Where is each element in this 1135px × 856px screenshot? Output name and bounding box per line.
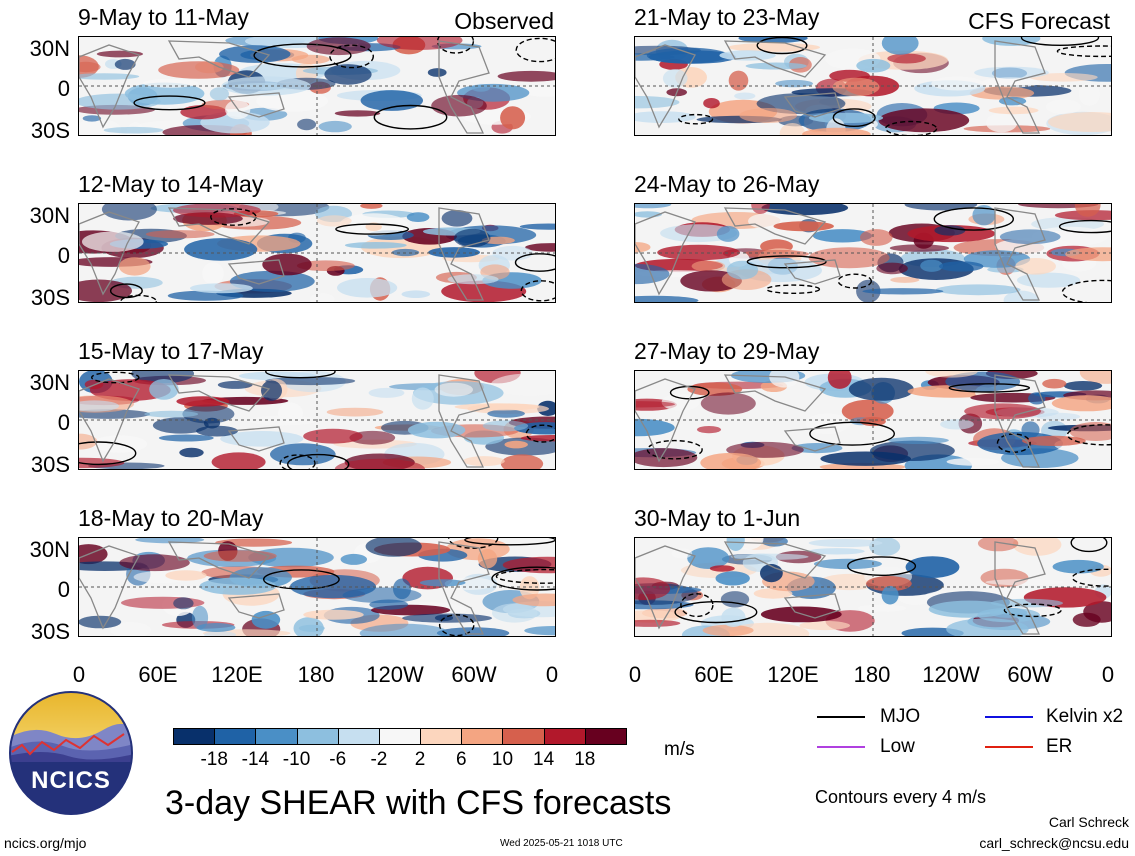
lat-label-30n: 30N [29,370,70,395]
lon-label: 120W [922,662,980,687]
lon-label: 180 [297,662,335,687]
colorbar [173,728,627,745]
panel-title-3: 15-May to 17-May [78,338,264,364]
author-email[interactable]: carl_schreck@ncsu.edu [979,835,1129,851]
colorbar-swatch [337,728,380,745]
lat-label-eq: 0 [57,243,70,268]
panel-title-8: 30-May to 1-Jun [634,505,801,531]
lon-label: 60E [138,662,178,687]
legend-label-mjo: MJO [880,706,921,727]
lon-label: 60W [1007,662,1053,687]
colorbar-swatch [173,728,216,745]
logo-text: NCICS [31,767,111,794]
observed-label: Observed [454,8,554,34]
panel-title-7: 27-May to 29-May [634,338,820,364]
colorbar-tick-label: -2 [370,749,388,770]
lon-label: 120E [767,662,819,687]
legend-line-mjo [817,716,865,718]
colorbar-tick-label: 2 [414,749,426,770]
colorbar-swatch [543,728,586,745]
lon-label: 0 [545,662,559,687]
colorbar-tick-label: 14 [533,749,555,770]
timestamp: Wed 2025-05-21 1018 UTC [500,838,623,849]
shear-map-panel [634,203,1112,303]
lon-label: 180 [853,662,891,687]
page-title: 3-day SHEAR with CFS forecasts [165,784,672,822]
contours-note: Contours every 4 m/s [815,787,987,807]
colorbar-swatch [420,728,463,745]
colorbar-swatch [502,728,545,745]
colorbar-tick-label: -10 [282,749,311,770]
lon-label: 0 [628,662,642,687]
shear-map-panel [634,537,1112,637]
ncics-logo: NCICS [8,690,134,816]
shear-map-panel [78,203,556,303]
legend-line-er [985,746,1033,748]
panel-title-2: 12-May to 14-May [78,171,264,197]
lon-label: 0 [72,662,86,687]
shear-map-panel [78,36,556,136]
lat-label-30s: 30S [30,285,70,310]
author-name: Carl Schreck [1048,814,1129,830]
lat-label-eq: 0 [57,577,70,602]
colorbar-swatch [214,728,257,745]
shear-map-panel [634,36,1112,136]
panel-title-1: 9-May to 11-May [78,4,249,30]
legend-line-low [817,746,865,748]
colorbar-unit: m/s [664,739,695,760]
lon-label: 120W [366,662,424,687]
colorbar-ticks: -18 -14 -10 -6 -2 2 6 10 14 18 [173,750,626,772]
lat-label-30n: 30N [29,203,70,228]
colorbar-swatch [461,728,504,745]
lat-label-eq: 0 [57,76,70,101]
colorbar-swatch [255,728,298,745]
legend-line-kelvin [985,716,1033,718]
shear-map-panel [634,370,1112,470]
colorbar-swatch [584,728,627,745]
lon-label: 60W [451,662,497,687]
lat-label-30n: 30N [29,36,70,61]
colorbar-tick-label: -6 [329,749,347,770]
colorbar-tick-label: -14 [241,749,270,770]
colorbar-tick-label: 18 [574,749,596,770]
shear-map-panel [78,370,556,470]
lat-label-30s: 30S [30,619,70,644]
forecast-label: CFS Forecast [968,8,1110,34]
lon-label: 0 [1101,662,1115,687]
legend-label-er: ER [1046,736,1073,757]
panel-title-6: 24-May to 26-May [634,171,820,197]
colorbar-tick-label: 10 [491,749,514,770]
colorbar-swatch [296,728,339,745]
panel-title-4: 18-May to 20-May [78,505,264,531]
lon-label: 60E [694,662,734,687]
shear-map-panel [78,537,556,637]
colorbar-tick-label: 6 [455,749,467,770]
lon-label: 120E [211,662,263,687]
panel-title-5: 21-May to 23-May [634,4,820,30]
lat-label-30s: 30S [30,118,70,143]
lat-label-30s: 30S [30,452,70,477]
lat-label-eq: 0 [57,410,70,435]
colorbar-tick-label: -18 [200,749,228,770]
colorbar-swatch [378,728,422,745]
source-url[interactable]: ncics.org/mjo [4,835,87,851]
legend-label-kelvin: Kelvin x2 [1046,706,1124,727]
lat-label-30n: 30N [29,537,70,562]
legend-label-low: Low [880,736,915,757]
